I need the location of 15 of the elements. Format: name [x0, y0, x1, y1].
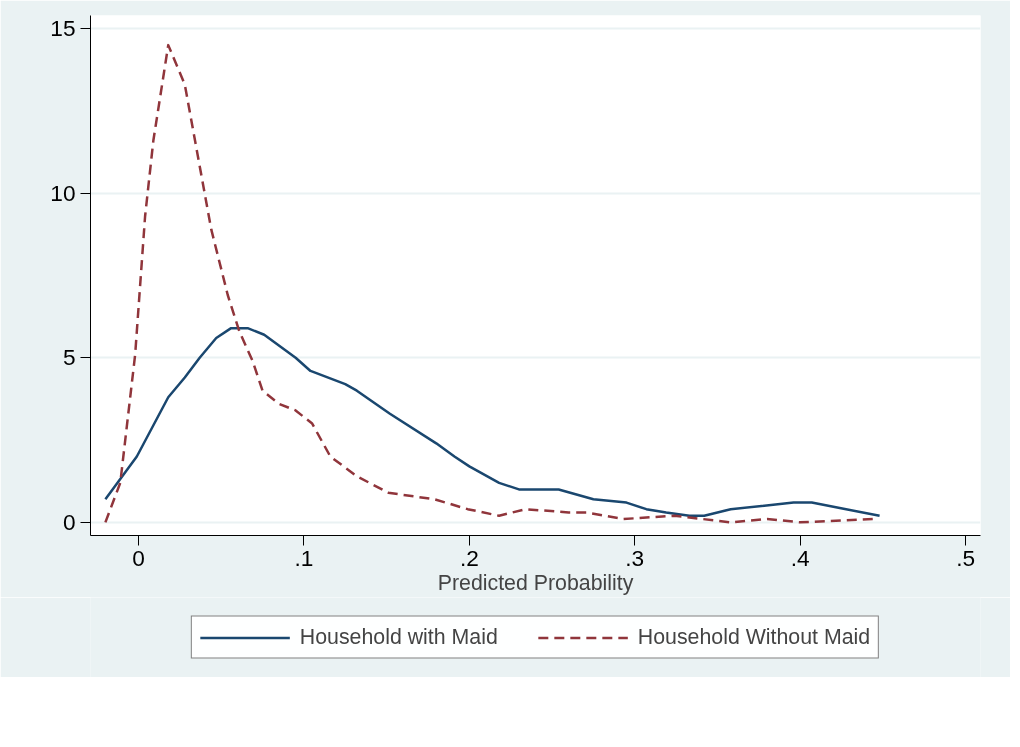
legend-label: Household with Maid: [299, 624, 498, 650]
x-tick-label: .5: [956, 544, 976, 571]
legend-label: Household Without Maid: [637, 624, 871, 650]
y-tick-label: 10: [50, 179, 76, 206]
y-tick-label: 15: [50, 15, 76, 42]
x-tick-label: 0: [132, 544, 145, 571]
line-series: [104, 326, 881, 517]
x-tick-label: .2: [459, 544, 479, 571]
y-tick-label: 5: [62, 344, 76, 371]
x-tick-label: .1: [294, 544, 314, 571]
y-tick-label: 0: [62, 508, 76, 535]
x-tick-label: .3: [625, 544, 645, 571]
x-axis-title: Predicted Probability: [437, 570, 634, 595]
x-tick-label: .4: [790, 544, 810, 571]
line-series: [104, 43, 875, 524]
